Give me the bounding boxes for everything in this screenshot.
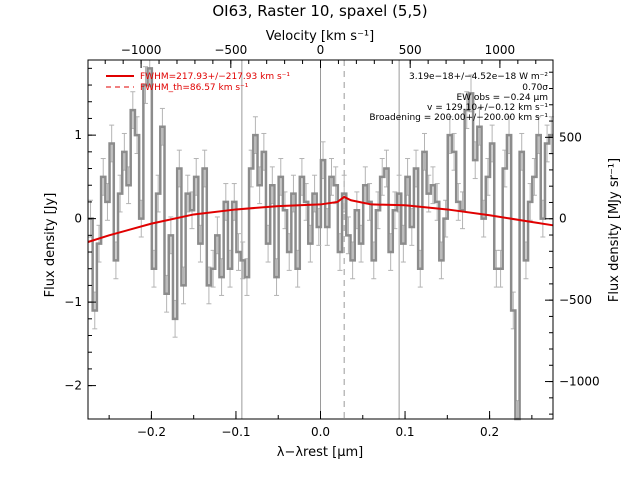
legend-label-fwhm-th: FWHM_th=86.57 km s⁻¹	[140, 83, 249, 93]
fit-annotations: 3.19e−18+/−4.52e−18 W m⁻² 0.70σ EW obs =…	[369, 72, 548, 123]
y-tick-label-0: −2	[64, 379, 82, 393]
top-axis-label: Velocity [km s⁻¹]	[266, 29, 374, 44]
fit-curves	[87, 195, 554, 243]
top-tick-label-1: −500	[214, 43, 247, 57]
y-tick-label-3: 1	[74, 128, 82, 142]
x-tick-label-1: −0.1	[221, 425, 250, 439]
annotation-velocity: v = 129.10+/−0.12 km s⁻¹	[427, 103, 548, 113]
legend: FWHM=217.93+/−217.93 km s⁻¹ FWHM_th=86.5…	[106, 72, 290, 93]
annotation-flux: 3.19e−18+/−4.52e−18 W m⁻²	[409, 72, 548, 82]
right-tick-label-1: −500	[559, 293, 592, 307]
top-tick-label-2: 0	[317, 43, 325, 57]
x-tick-label-0: −0.2	[137, 425, 166, 439]
right-tick-label-2: 0	[559, 212, 567, 226]
x-axis-label: λ−λrest [μm]	[277, 445, 363, 460]
x-tick-label-2: 0.0	[311, 425, 330, 439]
right-tick-label-0: −1000	[559, 375, 600, 389]
right-axis-label: Flux density [MJy sr⁻¹]	[607, 158, 622, 302]
chart-title: OI63, Raster 10, spaxel (5,5)	[212, 2, 427, 20]
y-tick-label-1: −1	[64, 295, 82, 309]
spectrum-histogram	[88, 67, 554, 421]
reference-lines	[241, 60, 400, 419]
annotation-ew: EW obs = −0.24 μm	[456, 93, 548, 103]
x-tick-label-3: 0.1	[395, 425, 414, 439]
annotation-sigma: 0.70σ	[522, 83, 548, 93]
y-tick-label-2: 0	[74, 212, 82, 226]
spectrum-line	[88, 67, 554, 421]
fit-line	[87, 195, 554, 243]
axis-ticks: −0.2 −0.1 0.0 0.1 0.2 −2 −1 0 1 −1000 −500 0 500 1000…	[64, 43, 599, 439]
top-tick-label-0: −1000	[121, 43, 162, 57]
legend-label-fwhm: FWHM=217.93+/−217.93 km s⁻¹	[140, 72, 290, 82]
y-axis-label: Flux density [Jy]	[43, 193, 58, 298]
right-tick-label-3: 500	[559, 130, 582, 144]
annotation-broadening: Broadening = 200.00+/−200.00 km s⁻¹	[369, 113, 548, 123]
top-tick-label-4: 1000	[485, 43, 516, 57]
top-tick-label-3: 500	[399, 43, 422, 57]
x-tick-label-4: 0.2	[480, 425, 499, 439]
